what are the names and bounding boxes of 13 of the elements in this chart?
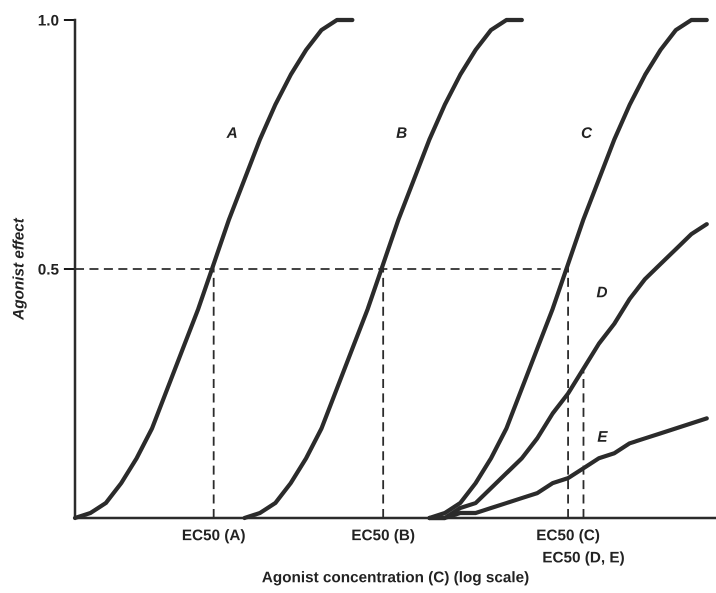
series-label: D bbox=[596, 286, 608, 298]
x-tick-label: EC50 (D, E) bbox=[543, 551, 624, 566]
series-label: A bbox=[226, 127, 237, 138]
x-tick-label: EC50 (C) bbox=[537, 529, 600, 544]
y-tick-label: 1.0 bbox=[38, 14, 58, 26]
series-label: E bbox=[598, 431, 608, 442]
y-tick-label: 0.5 bbox=[38, 264, 59, 275]
series-label: B bbox=[396, 127, 407, 138]
series-label: C bbox=[582, 127, 592, 138]
x-tick-label: EC50 (A) bbox=[182, 529, 245, 544]
y-axis-title: Agonist effect bbox=[12, 218, 27, 320]
x-axis-title: Agonist concentration (C) (log scale) bbox=[262, 571, 528, 586]
x-tick-label: EC50 (B) bbox=[352, 529, 414, 544]
